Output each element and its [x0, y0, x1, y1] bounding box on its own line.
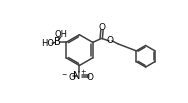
Text: $\mathregular{N}^+$: $\mathregular{N}^+$	[72, 69, 87, 82]
Text: B: B	[54, 37, 61, 47]
Text: HO: HO	[41, 39, 54, 48]
Text: O: O	[106, 36, 113, 45]
Text: $\mathregular{{}^-O}$: $\mathregular{{}^-O}$	[60, 71, 77, 82]
Text: O: O	[87, 73, 94, 82]
Text: OH: OH	[55, 30, 68, 39]
Text: O: O	[99, 23, 106, 32]
